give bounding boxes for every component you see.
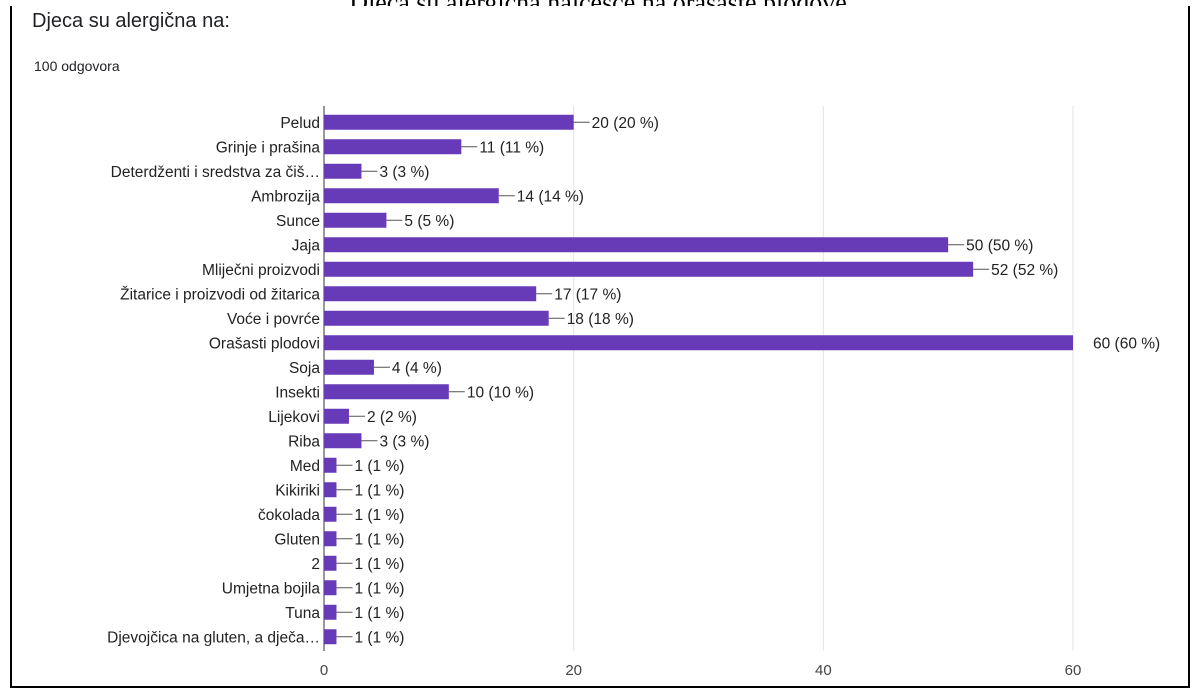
category-label: Kikiriki <box>275 482 320 499</box>
data-label: 1 (1 %) <box>354 629 404 646</box>
bar <box>324 212 387 228</box>
data-label: 14 (14 %) <box>517 188 584 205</box>
bar <box>324 188 499 204</box>
chart-card: Djeca su alergična na: 100 odgovora Pelu… <box>10 6 1190 688</box>
category-label: 2 <box>311 556 320 573</box>
category-label: Žitarice i proizvodi od žitarica <box>120 286 320 303</box>
bar <box>324 580 337 596</box>
data-label: 1 (1 %) <box>354 482 404 499</box>
bar <box>324 482 337 498</box>
data-label: 1 (1 %) <box>354 556 404 573</box>
bar <box>324 237 949 253</box>
category-label: Umjetna bojila <box>222 580 321 597</box>
data-label: 5 (5 %) <box>404 213 454 230</box>
data-label: 60 (60 %) <box>1093 335 1160 352</box>
category-label: Med <box>290 458 320 475</box>
data-label: 1 (1 %) <box>354 531 404 548</box>
category-label: Insekti <box>275 384 320 401</box>
bar-chart: Pelud 20 (20 %) Grinje i prašina 11 (11 %) D… <box>107 106 1160 679</box>
data-label: 4 (4 %) <box>392 360 442 377</box>
bar <box>324 629 337 645</box>
category-label: Jaja <box>292 237 321 254</box>
bar <box>324 139 462 155</box>
data-label: 52 (52 %) <box>991 262 1058 279</box>
category-label: Mliječni proizvodi <box>202 262 320 279</box>
x-tick-label: 40 <box>815 662 832 679</box>
data-label: 10 (10 %) <box>467 384 534 401</box>
data-label: 18 (18 %) <box>567 311 634 328</box>
category-label: Sunce <box>276 213 320 230</box>
category-label: Deterdženti i sredstva za čiš… <box>111 164 320 181</box>
x-tick-label: 0 <box>320 662 328 679</box>
category-label: Gluten <box>274 531 320 548</box>
category-label: Riba <box>288 433 320 450</box>
data-label: 1 (1 %) <box>354 580 404 597</box>
data-label: 1 (1 %) <box>354 605 404 622</box>
category-label: Djevojčica na gluten, a dječa… <box>107 629 320 646</box>
bar <box>324 359 374 375</box>
bar <box>324 457 337 473</box>
category-label: Pelud <box>280 115 320 132</box>
bar <box>324 310 549 326</box>
category-label: Grinje i prašina <box>216 139 321 156</box>
x-tick-label: 60 <box>1065 662 1082 679</box>
grid-lines <box>323 106 1074 651</box>
bar <box>324 506 337 522</box>
data-label: 3 (3 %) <box>379 433 429 450</box>
x-axis-ticks: 0 20 40 60 <box>320 662 1082 679</box>
bar <box>324 433 362 449</box>
category-label: Tuna <box>285 605 320 622</box>
bar <box>324 531 337 547</box>
bar <box>324 384 449 400</box>
category-label: Ambrozija <box>251 188 320 205</box>
category-label: čokolada <box>258 507 320 524</box>
bar <box>324 408 349 424</box>
category-label: Orašasti plodovi <box>209 335 320 352</box>
bar <box>324 261 974 277</box>
x-tick-label: 20 <box>565 662 582 679</box>
data-label: 2 (2 %) <box>367 409 417 426</box>
data-label: 1 (1 %) <box>354 507 404 524</box>
bar <box>324 163 362 179</box>
response-count: 100 odgovora <box>34 58 120 74</box>
labels: Pelud 20 (20 %) Grinje i prašina 11 (11 %) D… <box>107 115 1160 647</box>
data-label: 20 (20 %) <box>592 115 659 132</box>
data-label: 1 (1 %) <box>354 458 404 475</box>
category-label: Voće i povrće <box>227 311 320 328</box>
data-label: 3 (3 %) <box>379 164 429 181</box>
category-label: Soja <box>289 360 320 377</box>
bar <box>324 335 1073 351</box>
data-label: 17 (17 %) <box>554 286 621 303</box>
bars <box>324 114 1073 645</box>
bar <box>324 555 337 571</box>
chart-title: Djeca su alergična na: <box>32 10 230 32</box>
bar <box>324 604 337 620</box>
bar <box>324 114 574 130</box>
bar <box>324 286 537 302</box>
category-label: Lijekovi <box>268 409 320 426</box>
data-label: 50 (50 %) <box>966 237 1033 254</box>
data-label: 11 (11 %) <box>479 139 544 156</box>
